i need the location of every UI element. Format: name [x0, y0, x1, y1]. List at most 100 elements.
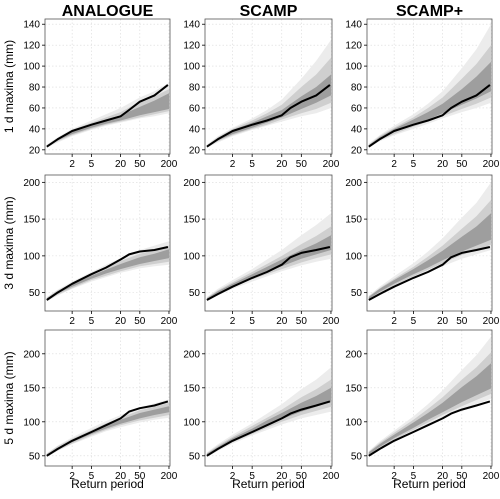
y-tick-label: 80 [29, 83, 41, 94]
y-tick-label: 140 [183, 20, 200, 31]
panel-2-3: 50 100 150 200 2 5 20 50 200 [345, 174, 500, 327]
x-tick-label: 200 [323, 316, 340, 327]
y-tick-label: 20 [351, 145, 363, 156]
x-tick-label: 50 [456, 316, 468, 327]
y-tick-label: 50 [29, 288, 41, 299]
y-tick-label: 100 [345, 251, 362, 262]
y-tick-label: 100 [23, 417, 40, 428]
panel-3-2: 50 100 150 200 2 5 20 50 200 [183, 329, 340, 482]
x-tick-label: 50 [134, 316, 146, 327]
y-tick-label: 200 [183, 178, 200, 189]
observed-line [46, 400, 169, 457]
y-tick-label: 150 [345, 383, 362, 394]
y-tick-label: 50 [351, 288, 363, 299]
x-tick-label: 50 [296, 316, 308, 327]
panel-frame [204, 329, 333, 467]
observed-line [368, 400, 491, 457]
x-tick-label: 50 [296, 471, 308, 482]
panel-frame [204, 174, 333, 312]
panel-frame [44, 174, 171, 312]
row-label-3: 5 d maxima (mm) [2, 351, 16, 444]
observed-line [46, 84, 169, 148]
observed-line [206, 246, 331, 301]
y-tick-label: 140 [23, 20, 40, 31]
x-tick-label: 5 [249, 159, 255, 170]
panel-1-3: 20 40 60 80 100 120 140 2 5 20 50 200 [345, 18, 500, 170]
band-inner [46, 406, 169, 456]
x-tick-label: 2 [69, 159, 75, 170]
plot-area [46, 241, 169, 302]
panel-1-1: 20 40 60 80 100 120 140 2 5 20 50 200 [23, 18, 178, 170]
x-tick-label: 20 [437, 316, 449, 327]
plot-area [46, 82, 169, 148]
x-tick-label: 5 [89, 471, 95, 482]
band-inner [368, 213, 491, 300]
column-title-scamp-: SCAMP+ [396, 3, 463, 20]
x-tick-label: 50 [134, 159, 146, 170]
panel-frame [204, 18, 333, 155]
y-tick-label: 80 [189, 83, 201, 94]
plot-area [368, 182, 491, 301]
y-tick-label: 60 [29, 103, 41, 114]
column-title-scamp: SCAMP [240, 3, 298, 20]
x-axis-label-3: Return period [393, 477, 466, 491]
panel-frame [366, 174, 493, 312]
x-tick-label: 50 [456, 159, 468, 170]
x-tick-label: 200 [483, 471, 500, 482]
y-tick-label: 200 [345, 349, 362, 360]
x-tick-label: 20 [437, 471, 449, 482]
y-tick-label: 150 [183, 215, 200, 226]
y-tick-label: 150 [23, 383, 40, 394]
y-tick-label: 120 [183, 41, 200, 52]
plot-area [368, 336, 491, 457]
band-inner [46, 249, 169, 300]
x-tick-label: 200 [161, 316, 178, 327]
panel-frame [44, 329, 171, 467]
y-tick-label: 80 [351, 83, 363, 94]
x-tick-label: 5 [411, 159, 417, 170]
x-tick-label: 2 [230, 159, 236, 170]
x-tick-label: 200 [161, 159, 178, 170]
x-tick-label: 20 [115, 159, 127, 170]
y-tick-label: 100 [23, 251, 40, 262]
y-tick-label: 60 [189, 103, 201, 114]
y-tick-label: 40 [351, 124, 363, 135]
x-tick-label: 2 [230, 316, 236, 327]
y-tick-label: 150 [183, 383, 200, 394]
y-tick-label: 100 [183, 417, 200, 428]
y-tick-label: 50 [189, 451, 201, 462]
observed-line [206, 400, 331, 457]
x-axis-label-1: Return period [71, 477, 144, 491]
y-tick-label: 100 [345, 417, 362, 428]
x-tick-label: 2 [391, 471, 397, 482]
y-tick-label: 20 [189, 145, 201, 156]
x-tick-label: 50 [134, 471, 146, 482]
x-tick-label: 2 [391, 159, 397, 170]
panel-frame [366, 329, 493, 467]
y-tick-label: 200 [183, 349, 200, 360]
x-tick-label: 2 [69, 316, 75, 327]
x-tick-label: 20 [115, 316, 127, 327]
x-tick-label: 200 [323, 471, 340, 482]
x-tick-label: 20 [276, 316, 288, 327]
x-tick-label: 5 [411, 316, 417, 327]
x-tick-label: 5 [411, 471, 417, 482]
panel-3-3: 50 100 150 200 2 5 20 50 200 [345, 329, 500, 482]
plot-area [368, 24, 491, 148]
y-tick-label: 40 [189, 124, 201, 135]
y-tick-label: 200 [345, 178, 362, 189]
observed-line [368, 246, 491, 301]
y-tick-label: 50 [189, 288, 201, 299]
x-tick-label: 2 [69, 471, 75, 482]
y-tick-label: 20 [29, 145, 41, 156]
band-outer [206, 213, 331, 302]
plot-area [46, 399, 169, 458]
x-tick-label: 5 [249, 316, 255, 327]
x-tick-label: 200 [483, 316, 500, 327]
x-tick-label: 20 [276, 159, 288, 170]
band-inner [206, 387, 331, 456]
band-mid [368, 352, 491, 456]
band-inner [206, 235, 331, 300]
